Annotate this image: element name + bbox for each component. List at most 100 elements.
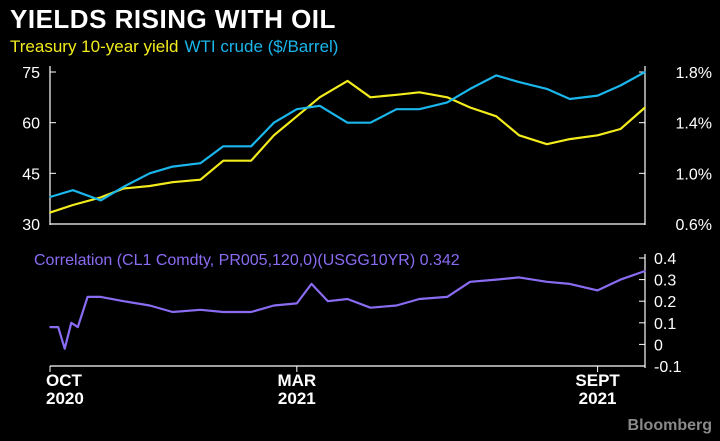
correlation-point (418, 298, 421, 300)
left-tick-label: 60 (22, 116, 40, 133)
date-tick-year: 2021 (278, 389, 316, 408)
wti-crude-point (369, 121, 372, 124)
treasury-yield-point (346, 80, 349, 82)
correlation-point (619, 278, 622, 281)
wti-crude-point (644, 71, 646, 73)
correlation-point (369, 306, 372, 309)
wti-crude-point (296, 108, 298, 110)
correlation-point (122, 300, 125, 303)
correlation-label: Correlation (CL1 Comdty, PR005,120,0)(US… (34, 252, 460, 269)
price-yield-panel: 30 45 60 75 0.6% 1.0% 1.4% 1.8% (22, 65, 712, 234)
correlation-point (171, 311, 174, 313)
correlation-tick-label: -0.1 (654, 359, 682, 376)
correlation-point (469, 281, 471, 283)
right-tick-label: 1.8% (676, 65, 712, 82)
correlation-point (596, 289, 599, 292)
right-tick-label: 1.0% (676, 166, 712, 183)
correlation-point (569, 283, 571, 285)
treasury-yield-point (495, 115, 498, 118)
treasury-yield-point (199, 178, 202, 181)
wti-crude-point (346, 121, 349, 124)
correlation-point (310, 283, 313, 285)
left-tick-label: 45 (22, 166, 40, 183)
wti-crude-point (49, 196, 51, 198)
correlation-line (50, 269, 646, 350)
wti-crude-point (250, 145, 252, 148)
correlation-tick-label: 0.3 (654, 273, 676, 290)
wti-crude-point (148, 172, 151, 175)
treasury-yield-point (222, 159, 225, 162)
correlation-point (222, 311, 225, 313)
right-tick-label: 1.4% (676, 116, 712, 133)
left-tick-label: 30 (22, 217, 40, 234)
date-tick-month: OCT (46, 371, 83, 390)
date-tick-year: 2021 (579, 389, 617, 408)
wti-crude-point (99, 199, 102, 202)
correlation-point (148, 304, 151, 307)
correlation-axes: 0.4 0.3 0.2 0.1 0 -0.1 (50, 251, 682, 376)
wti-crude-point (171, 165, 174, 168)
correlation-point (495, 278, 498, 281)
source-label: Bloomberg (627, 417, 712, 434)
correlation-point (99, 296, 102, 298)
treasury-yield-point (99, 196, 102, 199)
wti-crude-line (49, 71, 646, 202)
legend-oil-label: WTI crude ($/Barrel) (184, 37, 339, 56)
treasury-yield-point (569, 138, 571, 140)
wti-crude-point (546, 88, 548, 90)
correlation-point (250, 311, 252, 313)
correlation-point (273, 304, 275, 307)
price-yield-lines (49, 71, 646, 214)
treasury-yield-point (171, 181, 174, 183)
correlation-tick-label: 0 (654, 337, 663, 354)
correlation-lines (49, 269, 646, 350)
chart-title: YIELDS RISING WITH OIL (10, 4, 336, 34)
wti-crude-point (518, 81, 520, 83)
correlation-panel: 0.4 0.3 0.2 0.1 0 -0.1 (49, 251, 682, 376)
wti-crude-point (222, 145, 225, 148)
treasury-yield-point (619, 128, 622, 130)
correlation-point (296, 302, 298, 305)
wti-crude-point (72, 189, 74, 191)
legend: Treasury 10-year yield WTI crude ($/Barre… (10, 37, 344, 57)
treasury-yield-point (418, 91, 421, 94)
correlation-point (644, 270, 646, 272)
wti-crude-point (569, 98, 571, 100)
treasury-yield-point (72, 204, 74, 206)
correlation-point (395, 304, 398, 307)
treasury-yield-point (273, 134, 275, 137)
wti-crude-point (619, 84, 622, 87)
wti-crude-point (318, 105, 321, 107)
treasury-yield-point (469, 106, 471, 109)
correlation-point (346, 298, 349, 300)
treasury-yield-point (596, 134, 599, 137)
legend-yield-label: Treasury 10-year yield (10, 37, 179, 56)
correlation-point (49, 326, 51, 328)
treasury-yield-line (49, 79, 646, 214)
treasury-yield-point (395, 94, 398, 96)
wti-crude-point (469, 88, 471, 90)
date-tick-year: 2020 (46, 389, 84, 408)
correlation-point (446, 296, 449, 298)
date-tick-month: MAR (277, 371, 316, 390)
correlation-tick-label: 0.2 (654, 294, 676, 311)
wti-crude-point (446, 101, 449, 104)
treasury-yield-point (446, 96, 449, 99)
treasury-yield-point (546, 143, 548, 145)
correlation-point (86, 296, 89, 298)
right-tick-label: 0.6% (676, 217, 712, 234)
treasury-yield-point (148, 185, 151, 187)
correlation-point (327, 300, 329, 303)
treasury-yield-point (250, 159, 252, 162)
correlation-point (57, 326, 59, 328)
treasury-yield-point (644, 106, 646, 109)
treasury-yield-point (318, 96, 321, 99)
wti-crude-point (596, 94, 599, 97)
wti-crude-point (395, 108, 398, 110)
correlation-point (199, 309, 202, 311)
correlation-point (518, 276, 520, 279)
correlation-point (70, 322, 73, 324)
treasury-yield-point (369, 96, 372, 99)
correlation-point (63, 347, 66, 350)
